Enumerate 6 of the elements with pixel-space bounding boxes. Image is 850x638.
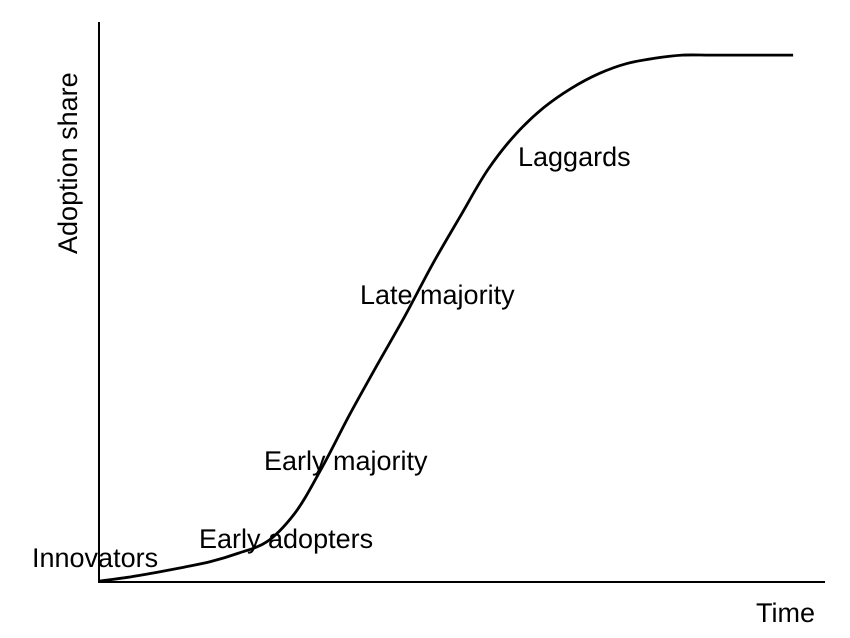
annotation: Laggards [518,142,631,172]
annotation: Early majority [264,446,428,476]
y-axis-title: Adoption share [53,72,84,254]
x-axis-title: Time [756,598,815,628]
annotation: Late majority [360,280,516,310]
annotation: Early adopters [199,524,374,554]
